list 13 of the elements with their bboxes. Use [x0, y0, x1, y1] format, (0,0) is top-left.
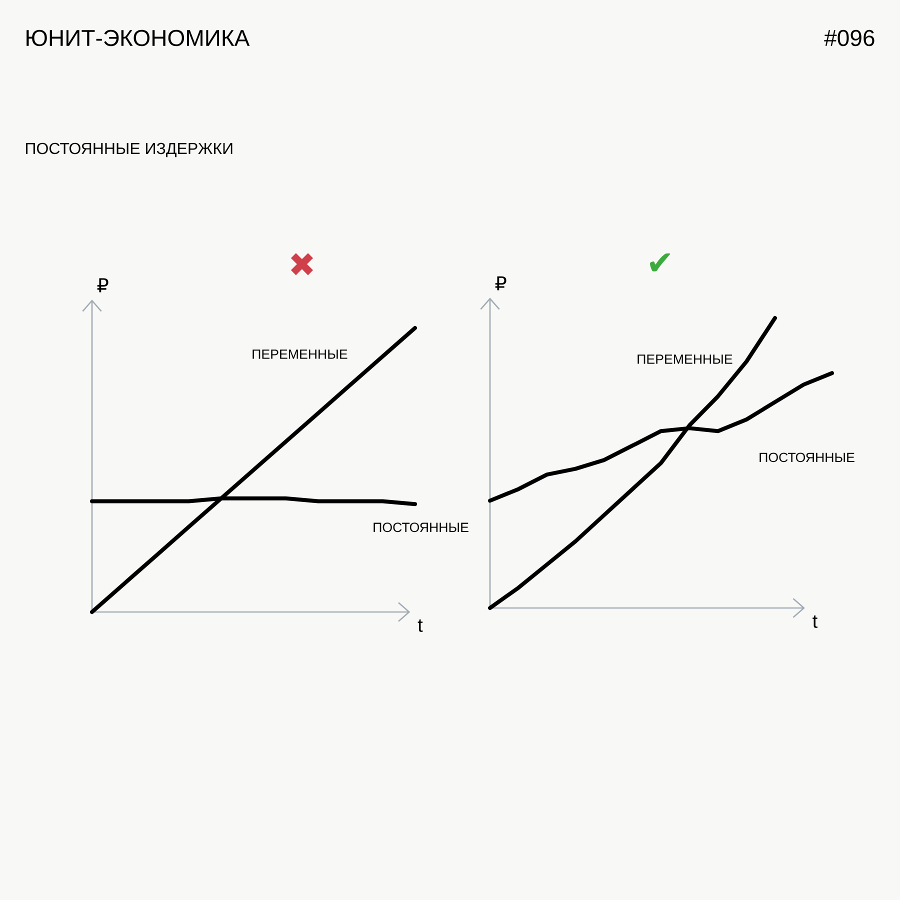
- x-axis-title: t: [812, 615, 818, 628]
- text: #096: [824, 30, 874, 46]
- text: ПОСТОЯННЫЕ ИЗДЕРЖКИ: [26, 142, 232, 158]
- series-label: ПЕРЕМЕННЫЕ: [638, 354, 732, 364]
- series-label: ПЕРЕМЕННЫЕ: [252, 350, 348, 359]
- text: ЮНИТ-ЭКОНОМИКА: [26, 30, 250, 46]
- y-axis-title: ₽: [97, 278, 108, 292]
- text: ПОСТОЯННЫЕ: [760, 452, 854, 462]
- chart-title: ✔: [650, 253, 670, 272]
- x-axis-title: t: [418, 619, 423, 632]
- chart-title: ✖: [290, 253, 314, 276]
- y-axis-title: ₽: [495, 276, 506, 290]
- series-label: ПОСТОЯННЫЕ: [374, 522, 468, 532]
